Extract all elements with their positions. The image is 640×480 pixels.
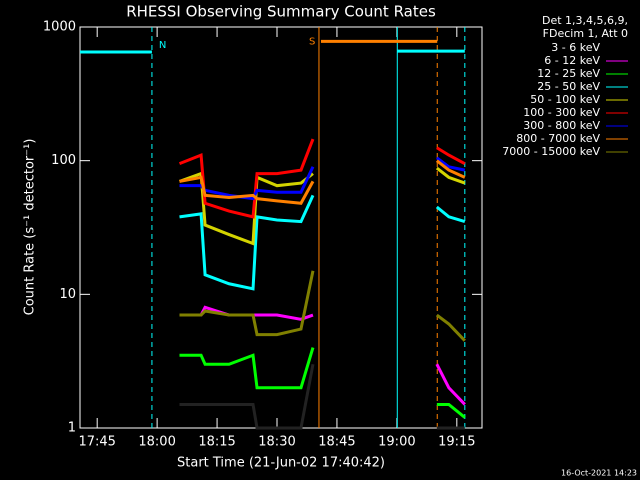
- series-line: [179, 347, 466, 419]
- x-tick-label: 17:45: [78, 435, 115, 450]
- series-line: [179, 194, 466, 291]
- x-tick-label: 19:15: [438, 435, 475, 450]
- legend-label: 3 - 6 keV: [551, 41, 600, 54]
- x-axis-label: Start Time (21-Jun-02 17:40:42): [177, 456, 385, 471]
- legend-label: 12 - 25 keV: [537, 67, 600, 80]
- y-tick-label: 1: [68, 421, 76, 436]
- y-axis-label: Count Rate (s⁻¹ detector⁻¹): [23, 139, 38, 316]
- flag-label: N: [159, 40, 166, 51]
- legend-label: 25 - 50 keV: [537, 80, 600, 93]
- legend-label: 800 - 7000 keV: [516, 132, 600, 145]
- series-line: [178, 138, 466, 219]
- footer: 16-Oct-2021 14:23: [561, 469, 637, 478]
- y-tick-label: 100: [51, 153, 76, 168]
- x-tick-label: 18:45: [318, 435, 355, 450]
- legend-label: 100 - 300 keV: [523, 106, 600, 119]
- legend-title: FDecim 1, Att 0: [543, 27, 628, 40]
- x-tick-label: 18:15: [198, 435, 235, 450]
- x-tick-label: 18:00: [138, 435, 175, 450]
- series-line: [179, 363, 465, 430]
- chart-title: RHESSI Observing Summary Count Rates: [126, 3, 436, 21]
- flag-label: S: [309, 36, 315, 47]
- y-tick-label: 10: [59, 287, 76, 302]
- x-tick-label: 19:00: [378, 435, 415, 450]
- y-tick-label: 1000: [43, 20, 76, 35]
- legend-label: 6 - 12 keV: [544, 54, 600, 67]
- legend-title: Det 1,3,4,5,6,9,: [542, 14, 628, 27]
- series-line: [179, 270, 466, 342]
- legend-label: 7000 - 15000 keV: [502, 145, 600, 158]
- legend-label: 50 - 100 keV: [530, 93, 600, 106]
- x-tick-label: 18:30: [258, 435, 295, 450]
- series-line: [178, 166, 466, 246]
- series-line: [179, 159, 466, 205]
- legend-label: 300 - 800 keV: [523, 119, 600, 132]
